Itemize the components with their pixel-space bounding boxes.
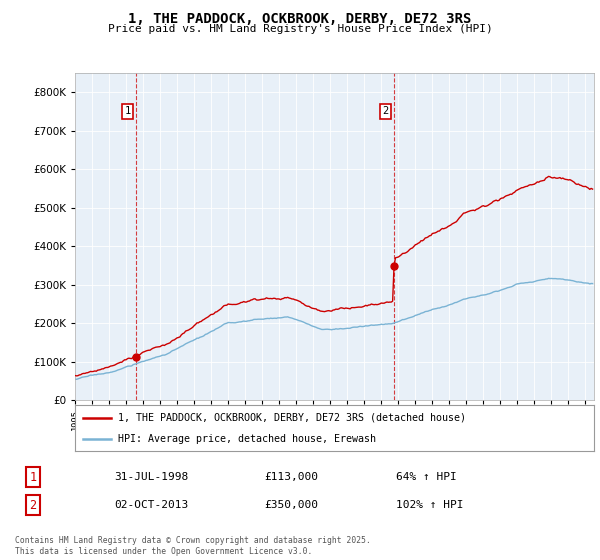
- Text: 1, THE PADDOCK, OCKBROOK, DERBY, DE72 3RS (detached house): 1, THE PADDOCK, OCKBROOK, DERBY, DE72 3R…: [118, 413, 466, 423]
- Text: 102% ↑ HPI: 102% ↑ HPI: [396, 500, 464, 510]
- Text: 64% ↑ HPI: 64% ↑ HPI: [396, 472, 457, 482]
- Text: HPI: Average price, detached house, Erewash: HPI: Average price, detached house, Erew…: [118, 434, 376, 444]
- Text: 02-OCT-2013: 02-OCT-2013: [114, 500, 188, 510]
- Text: £350,000: £350,000: [264, 500, 318, 510]
- Text: £113,000: £113,000: [264, 472, 318, 482]
- Text: 1: 1: [29, 470, 37, 484]
- Text: 2: 2: [382, 106, 389, 116]
- Text: Price paid vs. HM Land Registry's House Price Index (HPI): Price paid vs. HM Land Registry's House …: [107, 24, 493, 34]
- Text: 1: 1: [124, 106, 131, 116]
- Text: 2: 2: [29, 498, 37, 512]
- Text: 31-JUL-1998: 31-JUL-1998: [114, 472, 188, 482]
- Text: 1, THE PADDOCK, OCKBROOK, DERBY, DE72 3RS: 1, THE PADDOCK, OCKBROOK, DERBY, DE72 3R…: [128, 12, 472, 26]
- Text: Contains HM Land Registry data © Crown copyright and database right 2025.
This d: Contains HM Land Registry data © Crown c…: [15, 536, 371, 556]
